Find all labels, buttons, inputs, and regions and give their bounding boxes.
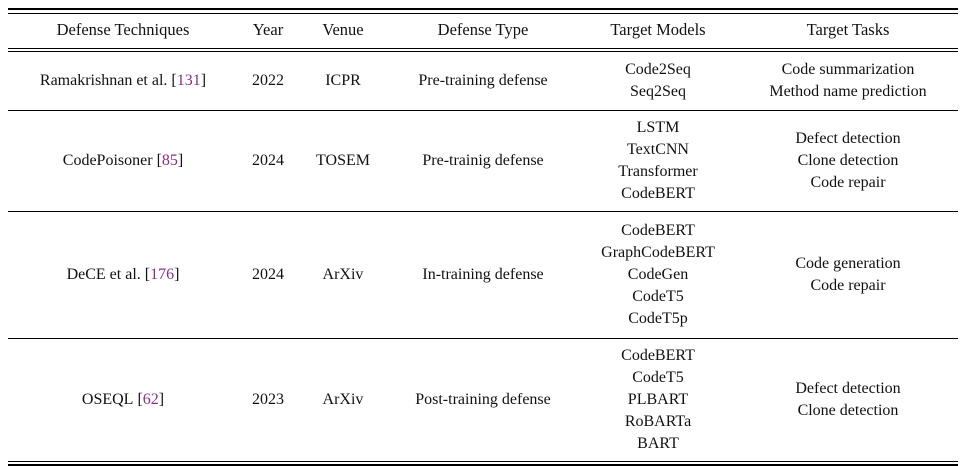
- technique-name: DeCE et al.: [66, 266, 141, 283]
- cell-venue: ICPR: [298, 50, 388, 111]
- cell-technique: Ramakrishnan et al. [131]: [8, 50, 238, 111]
- citation-bracket-open: [: [137, 391, 143, 408]
- cell-technique: OSEQL [62]: [8, 339, 238, 462]
- citation-bracket-open: [: [171, 72, 177, 89]
- technique-name: OSEQL: [81, 391, 134, 408]
- table-top-rule-thick: [8, 8, 958, 10]
- table-header: Defense Techniques Year Venue Defense Ty…: [8, 14, 958, 52]
- cell-target-models: CodeBERT GraphCodeBERT CodeGen CodeT5 Co…: [578, 211, 738, 339]
- cell-venue: ArXiv: [322, 391, 364, 408]
- column-header-year: Year: [238, 14, 298, 52]
- cell-target-models: CodeBERT CodeT5 PLBART RoBARTa BART: [621, 347, 695, 452]
- cell-target-models: Code2Seq Seq2Seq: [578, 50, 738, 111]
- table-row: Ramakrishnan et al. [131] 2022 ICPR Pre-t…: [8, 50, 958, 111]
- table-row: CodePoisoner [85] 2024 TOSEM Pre-trainig …: [8, 110, 958, 212]
- citation-bracket-close: ]: [177, 152, 184, 169]
- column-header-defense-type: Defense Type: [388, 14, 578, 52]
- column-header-defense-techniques: Defense Techniques: [8, 14, 238, 52]
- technique-name: Ramakrishnan et al.: [39, 72, 168, 89]
- citation-bracket-close: ]: [200, 72, 207, 89]
- cell-defense-type: Post-training defense: [415, 391, 551, 408]
- citation: [85]: [157, 152, 184, 169]
- cell-target-tasks: Defect detection Clone detection Code re…: [738, 110, 958, 212]
- cell-target-models: LSTM TextCNN Transformer CodeBERT: [578, 110, 738, 212]
- citation: [131]: [171, 72, 206, 89]
- technique-name: CodePoisoner: [62, 152, 153, 169]
- citation-link[interactable]: 62: [142, 391, 159, 408]
- citation: [62]: [137, 391, 164, 408]
- cell-target-tasks: Code summarization Method name predictio…: [738, 50, 958, 111]
- cell-target-tasks: Defect detection Clone detection: [795, 380, 901, 419]
- table-row: DeCE et al. [176] 2024 ArXiv In-training …: [8, 211, 958, 339]
- defense-techniques-table: Defense Techniques Year Venue Defense Ty…: [8, 14, 958, 461]
- table-row: OSEQL [62] 2023 ArXiv Post-training defen…: [8, 339, 958, 462]
- citation-bracket-open: [: [156, 152, 162, 169]
- cell-target-tasks: Code generation Code repair: [738, 211, 958, 339]
- cell-year: 2022: [238, 50, 298, 111]
- column-header-target-models: Target Models: [578, 14, 738, 52]
- citation-bracket-close: ]: [174, 266, 180, 283]
- citation-link[interactable]: 85: [161, 152, 178, 169]
- cell-defense-type: Pre-training defense: [388, 50, 578, 111]
- cell-technique: DeCE et al. [176]: [8, 211, 238, 339]
- citation-bracket-open: [: [144, 266, 151, 283]
- cell-venue: TOSEM: [298, 110, 388, 212]
- cell-technique: CodePoisoner [85]: [8, 110, 238, 212]
- cell-defense-type: In-training defense: [388, 211, 578, 339]
- citation-link[interactable]: 131: [176, 72, 201, 89]
- cell-year: 2024: [238, 211, 298, 339]
- citation-bracket-close: ]: [158, 391, 165, 408]
- column-header-target-tasks: Target Tasks: [738, 14, 958, 52]
- cell-year: 2024: [238, 110, 298, 212]
- cell-year: 2023: [252, 391, 284, 408]
- cell-venue: ArXiv: [298, 211, 388, 339]
- citation: [176]: [145, 266, 180, 283]
- citation-link[interactable]: 176: [150, 266, 175, 283]
- header-row: Defense Techniques Year Venue Defense Ty…: [8, 14, 958, 52]
- cell-defense-type: Pre-trainig defense: [388, 110, 578, 212]
- table-top-rule-thin: [8, 13, 958, 14]
- column-header-venue: Venue: [298, 14, 388, 52]
